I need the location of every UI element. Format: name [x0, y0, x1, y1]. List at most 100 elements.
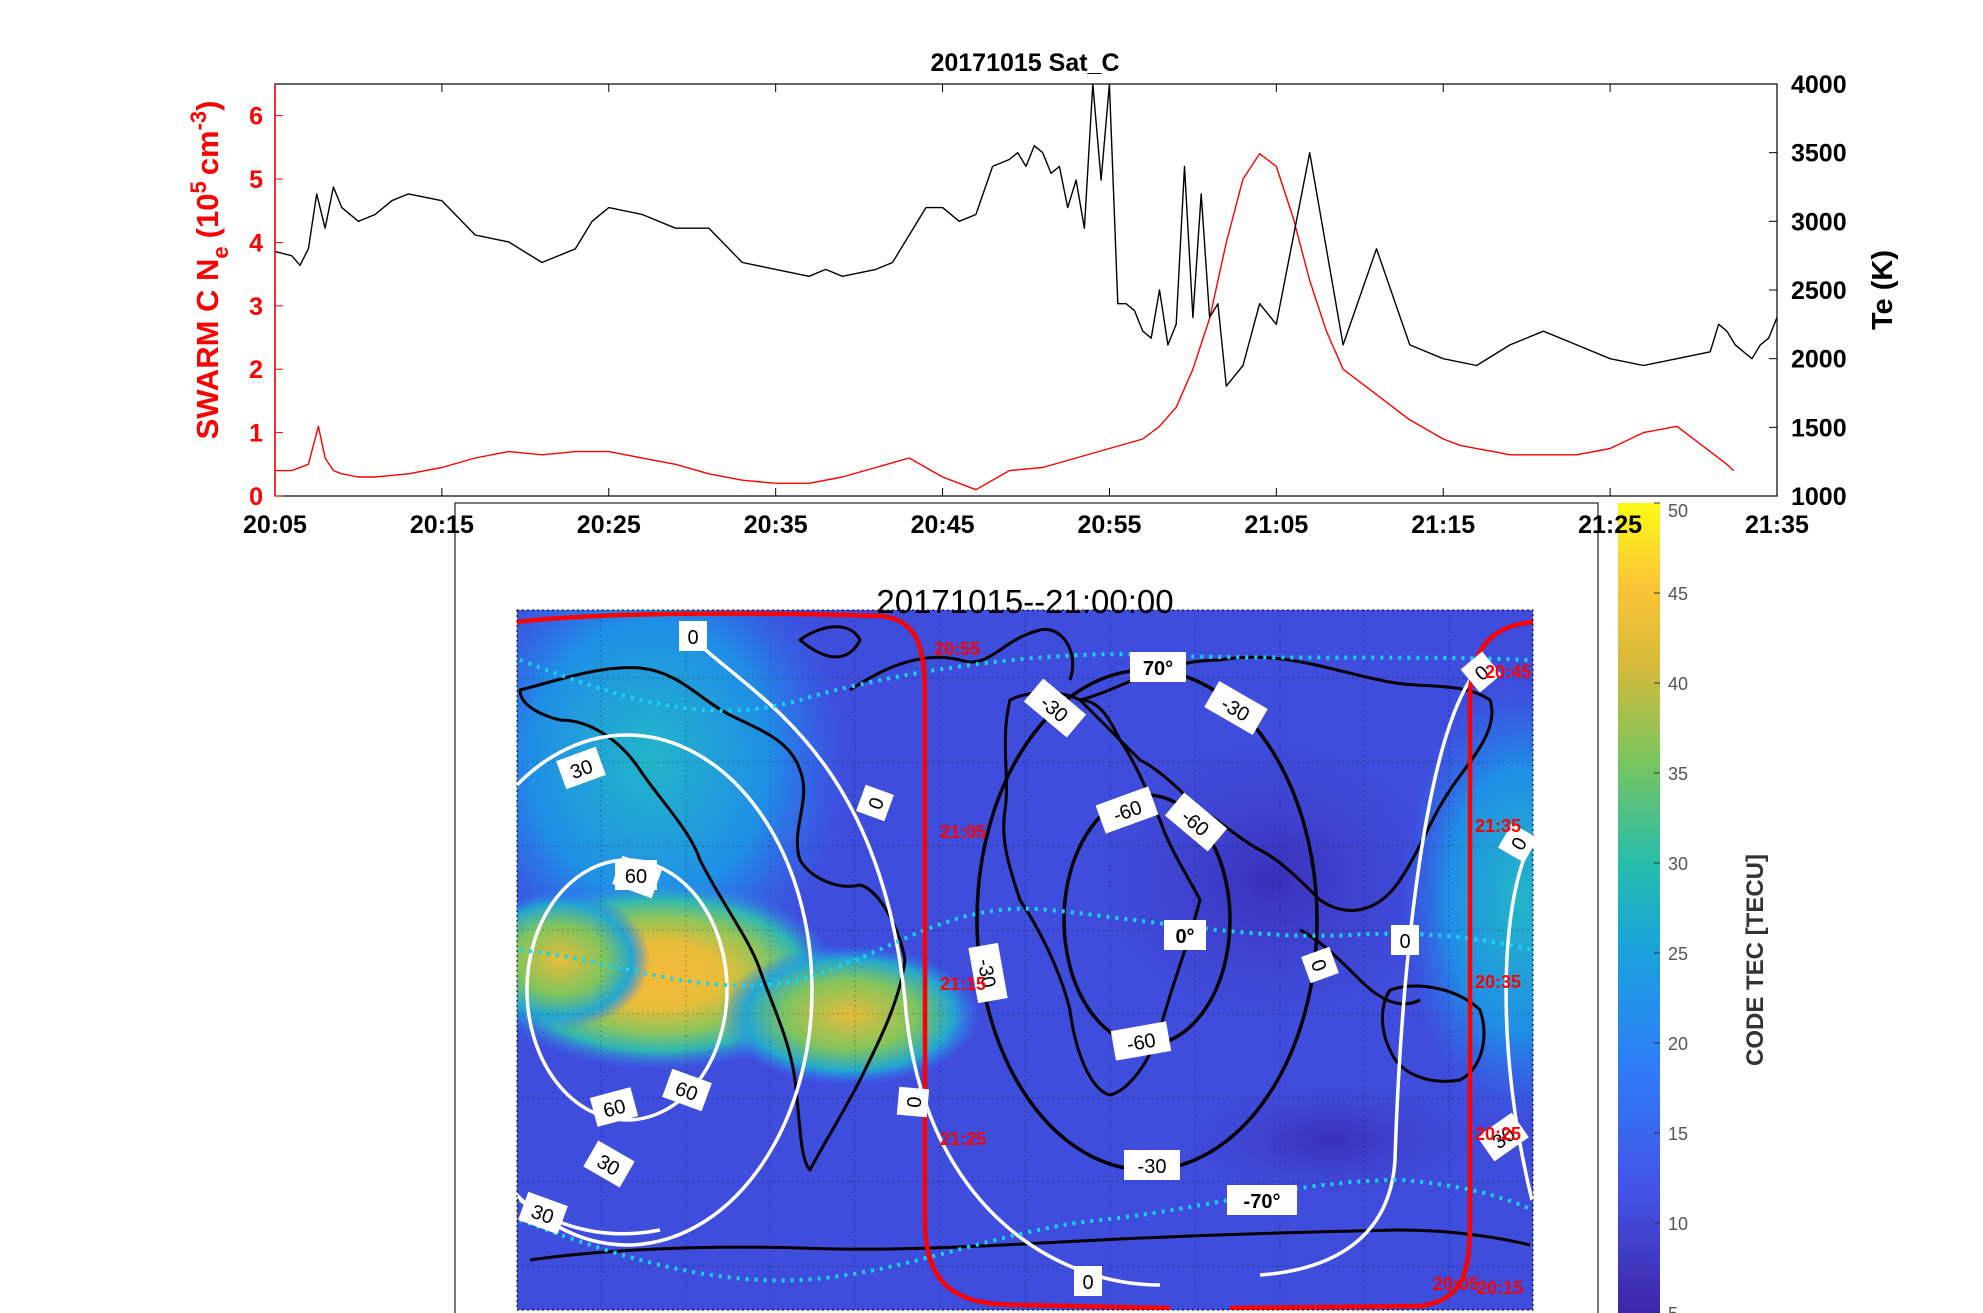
x-tick-label: 20:25 [577, 511, 641, 539]
colorbar-tick-label: 50 [1668, 501, 1688, 521]
timeseries-ticks: 20:05 20:15 20:25 20:35 20:45 20:55 21:05 21:15… [243, 71, 1847, 539]
mag-lat-label-text: 0° [1175, 926, 1194, 948]
series-line-te [275, 84, 1777, 387]
orbit-time-label: 21:15 [940, 974, 986, 994]
contour-label-white: 60 [589, 1087, 639, 1127]
left-axis-label: SWARM C Ne (105 cm-3) [186, 101, 233, 440]
colorbar-gradient [1618, 503, 1660, 1313]
contour-label-black: -60 [1110, 1021, 1172, 1061]
contour-label-white-bg [679, 621, 707, 651]
left-axis-label-unit-b: cm [190, 130, 225, 175]
orbit-time-label: 20:35 [1475, 972, 1521, 992]
series-line-ne [275, 152, 1735, 491]
timeseries-axes [274, 83, 1778, 497]
contour-label-black-bg [1110, 1021, 1172, 1061]
contour-label-white: 30 [583, 1140, 635, 1188]
y-left-tick-label: 6 [249, 103, 263, 131]
colorbar-tick-label: 20 [1668, 1034, 1688, 1054]
colorbar-tick-label: 40 [1668, 674, 1688, 694]
y-right-tick-label: 1500 [1791, 414, 1847, 442]
contour-label-white-bg [1074, 1266, 1102, 1296]
map-axes-frame [516, 609, 1534, 1311]
orbit-time-label: 21:05 [940, 822, 986, 842]
contour-label-white-bg [518, 1191, 568, 1235]
tec-map [517, 610, 1533, 1310]
x-tick-label: 20:55 [1077, 511, 1141, 539]
orbit-time-label: 20:25 [1475, 1124, 1521, 1144]
orbit-time-label: 20:15 [1477, 1278, 1523, 1298]
mag-lat-label: -70° [1227, 1185, 1297, 1215]
x-tick-label: 21:05 [1244, 511, 1308, 539]
colorbar: 50 45 40 35 30 25 20 15 10 5 CODE TEC [TECU] [1618, 501, 1769, 1313]
colorbar-tick-label: 15 [1668, 1124, 1688, 1144]
left-axis-label-sub: e [208, 246, 233, 258]
contour-label-white-bg [1391, 925, 1419, 955]
contour-label-white-bg [896, 1086, 930, 1118]
timeseries-panel: 20:05 20:15 20:25 20:35 20:45 20:55 21:05 21:15… [186, 49, 1899, 539]
x-tick-label: 21:25 [1578, 511, 1642, 539]
orbit-tracks [517, 611, 1533, 1310]
y-right-tick-label: 2000 [1791, 346, 1847, 374]
mag-lat-lines [519, 652, 1533, 1283]
contour-label-black-text: -30 [973, 957, 1000, 989]
contour-label-white-bg [856, 784, 894, 822]
contour-label-black-bg [1301, 946, 1339, 984]
contours-white [517, 643, 1533, 1287]
x-tick-label: 20:45 [911, 511, 975, 539]
orbit-time-label: 20:55 [934, 639, 980, 659]
contour-label-white-bg [556, 746, 606, 790]
contour-label-white-bg [662, 1068, 712, 1112]
contour-label-white: 0 [896, 1086, 930, 1118]
mag-lat-label: 0° [1164, 920, 1206, 950]
y-left-tick-label: 4 [249, 229, 263, 257]
contour-label-black: 0 [1301, 946, 1339, 984]
colorbar-tick-label: 25 [1668, 944, 1688, 964]
x-tick-label: 21:15 [1411, 511, 1475, 539]
contour-label-white-bg [615, 860, 657, 890]
contour-label-white: 0 [1498, 823, 1538, 863]
y-right-tick-label: 3500 [1791, 140, 1847, 168]
contour-label-white-text: 0 [1082, 1272, 1093, 1294]
orbit-time-label: 21:35 [1475, 816, 1521, 836]
contour-label-white-text: 0 [1399, 931, 1410, 953]
contour-label-white: 0 [679, 621, 707, 651]
contour-label-white: 30 [556, 746, 606, 790]
contour-label-white: 0 [1074, 1266, 1102, 1296]
contour-label-white-bg [1498, 823, 1538, 863]
orbit-time-label: 20:05 [1433, 1274, 1479, 1294]
contour-label-black-text: -30 [1138, 1156, 1167, 1178]
contour-label-white-text: 60 [625, 866, 647, 888]
y-left-tick-label: 3 [249, 293, 263, 321]
contour-label-white-bg [1460, 651, 1502, 693]
left-axis-label-unit-exp2: -3 [186, 111, 211, 131]
x-tick-label: 20:15 [410, 511, 474, 539]
y-left-tick-label: 5 [249, 166, 263, 194]
contour-label-black-bg [1164, 792, 1228, 852]
left-axis-label-unit-a: (10 [190, 194, 225, 239]
x-tick-label: 20:35 [744, 511, 808, 539]
colorbar-label: CODE TEC [TECU] [1742, 854, 1769, 1066]
contour-label-white: 0 [856, 784, 894, 822]
y-left-tick-label: 2 [249, 356, 263, 384]
colorbar-tick-label: 5 [1668, 1304, 1678, 1313]
contour-label-black-text: -60 [1125, 1030, 1157, 1057]
timeseries-title: 20171015 Sat_C [930, 49, 1119, 77]
map-labels: 03003060606003030000030-30-30-60-60-30-6… [518, 621, 1538, 1298]
mag-lat-label: 70° [1130, 652, 1186, 682]
colorbar-tick-label: 35 [1668, 764, 1688, 784]
left-axis-label-unit-exp: 5 [186, 181, 211, 193]
contour-label-black-bg [1124, 1150, 1180, 1180]
y-right-tick-label: 3000 [1791, 208, 1847, 236]
mag-lat-label-bg [1164, 920, 1206, 950]
mag-lat-label-bg [1130, 652, 1186, 682]
x-tick-label: 20:05 [243, 511, 307, 539]
contour-label-white-bg [583, 1140, 635, 1188]
contour-label-black-bg [1095, 786, 1159, 834]
right-axis-label: Te (K) [1867, 250, 1899, 330]
orbit-time-label: 20:45 [1485, 662, 1531, 682]
mag-lat-label-bg [1227, 1185, 1297, 1215]
colorbar-tick-label: 10 [1668, 1214, 1688, 1234]
left-axis-label-unit-c: ) [190, 101, 225, 111]
contour-label-black: -30 [1023, 678, 1087, 738]
